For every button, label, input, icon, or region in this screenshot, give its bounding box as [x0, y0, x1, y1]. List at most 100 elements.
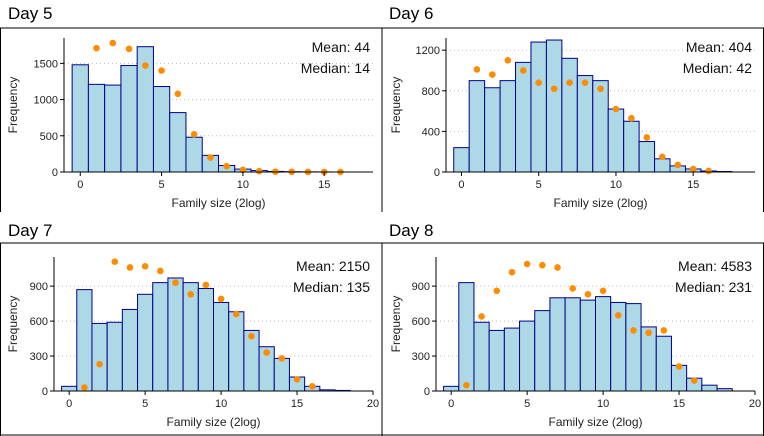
- data-point: [96, 360, 103, 368]
- median-label: Median: 42: [683, 60, 752, 76]
- histogram-bar: [213, 301, 230, 392]
- histogram-bar: [595, 296, 612, 392]
- y-tick-label: 1500: [34, 58, 58, 70]
- x-tick-label: 0: [458, 179, 464, 191]
- data-point: [550, 85, 558, 93]
- histogram-bar: [638, 141, 656, 173]
- y-tick-label: 900: [412, 281, 430, 293]
- x-axis-title: Family size (2log): [553, 196, 647, 210]
- histogram-bar: [87, 83, 106, 173]
- histogram-bar: [458, 282, 475, 392]
- x-tick-label: 5: [524, 398, 530, 410]
- panel-title: Day 7: [8, 221, 52, 240]
- median-label: Median: 14: [301, 60, 370, 76]
- data-point: [643, 134, 651, 141]
- chart-panel-2: Day 6 0 400 800 1200 0 5 10 15 Family size (2log)…: [389, 4, 755, 210]
- data-point: [675, 363, 683, 370]
- histogram-bar: [104, 84, 122, 173]
- x-tick-label: 10: [237, 179, 249, 191]
- x-axis-title: Family size (2log): [548, 415, 642, 429]
- histogram-bar: [120, 65, 138, 173]
- histogram-bar: [197, 287, 215, 392]
- data-point: [660, 327, 668, 334]
- data-point: [554, 264, 561, 271]
- histogram-bar: [91, 322, 108, 392]
- histogram-bar: [182, 282, 199, 392]
- histogram-bar: [106, 321, 123, 392]
- data-point: [255, 167, 263, 175]
- x-tick-label: 15: [687, 179, 699, 191]
- histogram-bar: [545, 39, 563, 173]
- data-point: [223, 162, 230, 170]
- y-tick-label: 300: [412, 351, 430, 363]
- data-point: [705, 167, 712, 175]
- panel-title: Day 6: [389, 4, 433, 23]
- x-tick-label: 0: [77, 179, 83, 191]
- data-point: [566, 79, 573, 86]
- data-point: [263, 349, 270, 356]
- data-point: [125, 45, 133, 53]
- data-point: [519, 67, 527, 74]
- data-point: [308, 383, 316, 390]
- y-tick-label: 500: [40, 131, 58, 143]
- data-point: [504, 57, 512, 64]
- histogram-bar: [701, 384, 718, 392]
- data-point: [172, 279, 179, 286]
- data-point: [645, 329, 652, 337]
- data-point: [157, 267, 164, 275]
- panel-title: Day 8: [389, 221, 433, 240]
- mean-label: Mean: 44: [312, 39, 371, 55]
- data-point: [473, 66, 481, 73]
- data-point: [674, 161, 682, 169]
- histogram-bar: [152, 86, 171, 173]
- histogram-bar: [61, 385, 78, 392]
- histogram-bar: [530, 41, 547, 173]
- mean-label: Mean: 2150: [296, 258, 370, 274]
- histogram-bar: [121, 308, 139, 392]
- data-point: [278, 355, 286, 362]
- data-point: [293, 376, 301, 383]
- histogram-bar: [519, 320, 536, 392]
- data-point: [217, 295, 225, 303]
- y-axis-title: Frequency: [6, 77, 20, 134]
- histogram-bar: [576, 75, 594, 173]
- histogram-bar: [76, 289, 93, 392]
- data-point: [539, 261, 546, 269]
- histogram-bar: [607, 108, 625, 173]
- x-tick-label: 15: [318, 179, 330, 191]
- y-tick-label: 0: [434, 167, 440, 179]
- data-point: [614, 311, 622, 319]
- x-tick-label: 5: [159, 179, 165, 191]
- histogram-bar: [499, 80, 517, 173]
- y-tick-label: 0: [52, 167, 58, 179]
- y-axis-title: Frequency: [389, 77, 403, 134]
- data-point: [93, 44, 100, 52]
- panel-title: Day 5: [8, 4, 52, 23]
- histogram-bar: [273, 357, 290, 392]
- data-point: [597, 85, 604, 93]
- x-tick-label: 10: [215, 398, 227, 410]
- histogram-bar: [503, 327, 521, 392]
- data-point: [612, 105, 620, 113]
- data-point: [584, 290, 592, 298]
- x-tick-label: 15: [291, 398, 303, 410]
- x-tick-label: 15: [673, 398, 685, 410]
- data-point: [239, 166, 247, 174]
- histogram-bar: [453, 147, 470, 173]
- median-label: Median: 135: [293, 279, 370, 295]
- y-tick-label: 600: [412, 316, 430, 328]
- data-point: [628, 114, 635, 122]
- data-point: [581, 79, 589, 86]
- data-point: [81, 384, 88, 391]
- x-tick-label: 10: [610, 179, 622, 191]
- histogram-bar: [640, 326, 657, 392]
- median-label: Median: 231: [675, 279, 752, 295]
- histogram-bar: [654, 158, 671, 173]
- data-point: [478, 313, 485, 320]
- data-point: [659, 153, 666, 161]
- data-point: [202, 281, 210, 289]
- x-axis-title: Family size (2log): [166, 415, 260, 429]
- data-point: [187, 290, 195, 298]
- histogram-bar: [468, 80, 486, 173]
